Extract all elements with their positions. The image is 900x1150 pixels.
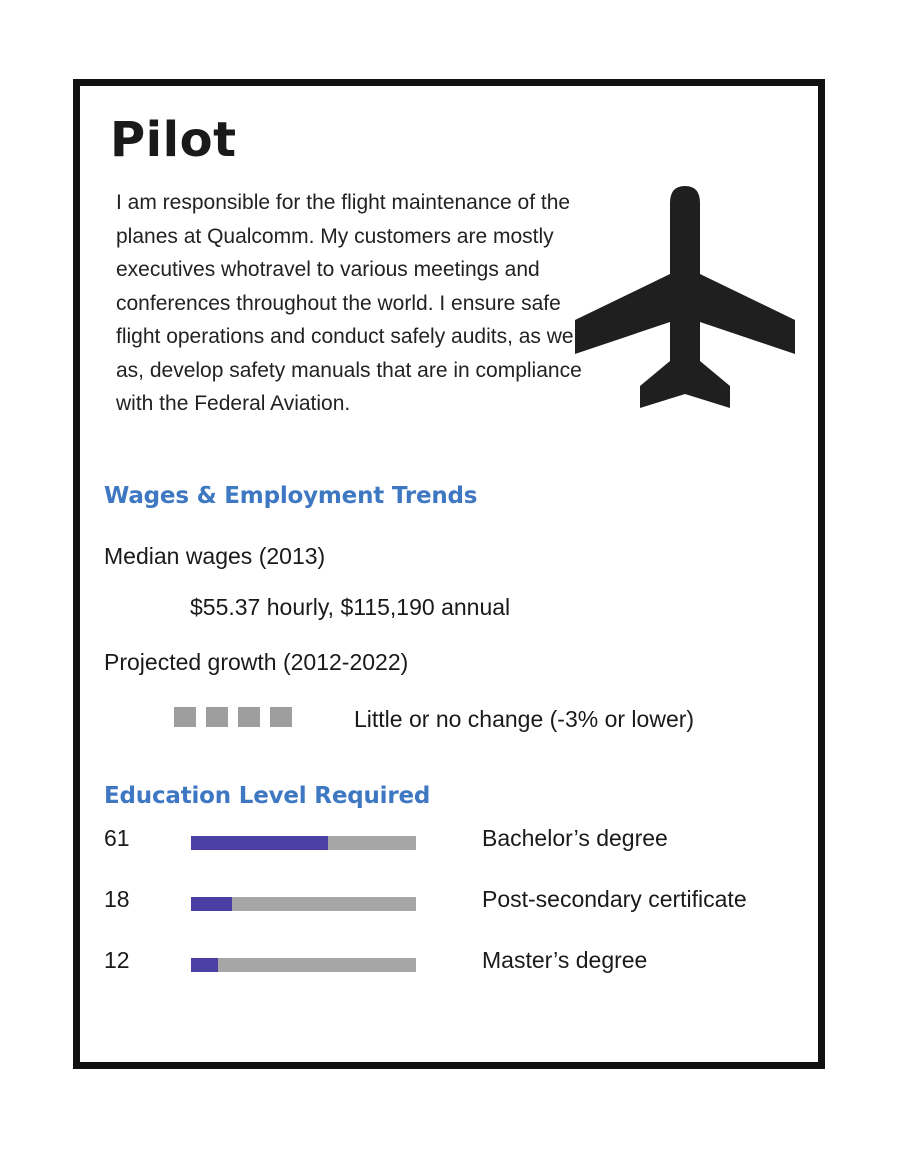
education-bar-fill xyxy=(191,836,329,850)
education-percent: 12 xyxy=(104,947,130,973)
job-description: I am responsible for the flight maintena… xyxy=(116,191,583,415)
page-title: Pilot xyxy=(110,112,237,168)
growth-square xyxy=(174,707,196,727)
projected-growth-value: Little or no change (-3% or lower) xyxy=(354,706,695,732)
median-wages-value: $55.37 hourly, $115,190 annual xyxy=(190,594,511,620)
education-percent: 61 xyxy=(104,825,130,851)
education-label: Bachelor’s degree xyxy=(482,825,668,851)
education-label: Post-secondary certificate xyxy=(482,886,747,912)
education-row: 18 Post-secondary certificate xyxy=(104,886,804,926)
education-bar-fill xyxy=(191,897,232,911)
education-row: 12 Master’s degree xyxy=(104,947,804,987)
education-heading: Education Level Required xyxy=(104,783,431,809)
education-percent: 18 xyxy=(104,886,130,912)
growth-square xyxy=(270,707,292,727)
growth-square xyxy=(206,707,228,727)
education-label: Master’s degree xyxy=(482,947,648,973)
projected-growth-label: Projected growth (2012-2022) xyxy=(104,649,409,675)
career-card xyxy=(73,79,825,1069)
growth-square xyxy=(238,707,260,727)
median-wages-label: Median wages (2013) xyxy=(104,543,326,569)
education-bar xyxy=(191,836,416,850)
growth-indicator xyxy=(174,707,292,727)
airplane-icon xyxy=(575,186,795,408)
wages-heading: Wages & Employment Trends xyxy=(104,483,478,509)
education-row: 61 Bachelor’s degree xyxy=(104,825,804,865)
education-bar-fill xyxy=(191,958,218,972)
education-bar xyxy=(191,897,416,911)
education-bar xyxy=(191,958,416,972)
